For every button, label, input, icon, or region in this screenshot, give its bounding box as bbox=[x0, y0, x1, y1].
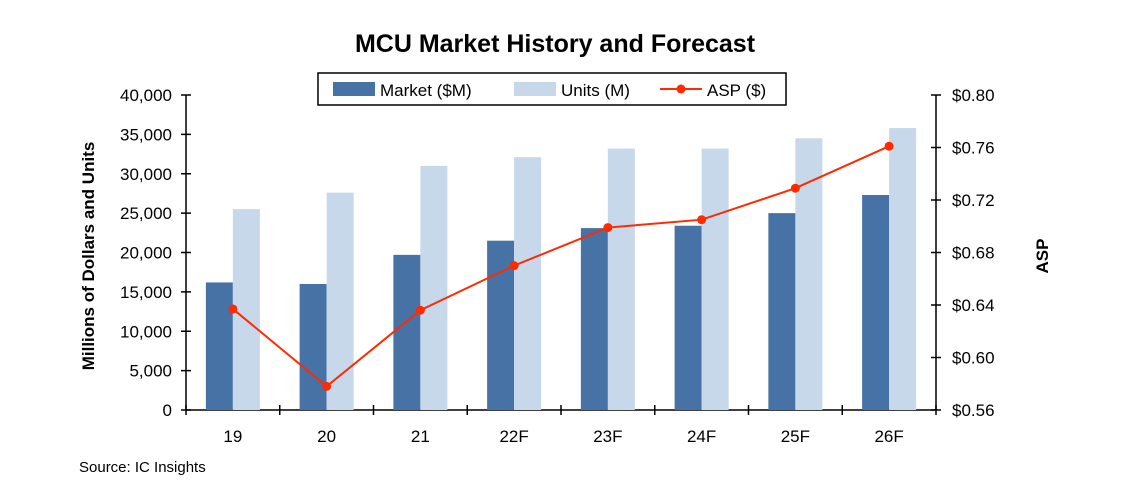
x-tick-label: 21 bbox=[411, 427, 430, 446]
legend-label-market: Market ($M) bbox=[380, 81, 472, 100]
asp-point bbox=[884, 141, 894, 151]
chart-bars bbox=[205, 128, 917, 411]
asp-point bbox=[509, 261, 519, 271]
x-tick-label: 20 bbox=[317, 427, 336, 446]
x-tick-label: 23F bbox=[593, 427, 622, 446]
legend-swatch-units bbox=[514, 82, 556, 96]
bar-market bbox=[393, 254, 421, 410]
y-tick-label: 35,000 bbox=[120, 125, 172, 144]
chart-source: Source: IC Insights bbox=[79, 459, 206, 476]
bar-units bbox=[795, 138, 823, 410]
y2-axis-label: ASP bbox=[1033, 239, 1052, 274]
bar-units bbox=[607, 148, 635, 411]
x-tick-label: 25F bbox=[781, 427, 810, 446]
legend-label-units: Units (M) bbox=[561, 81, 630, 100]
asp-point bbox=[322, 381, 332, 391]
y-tick-label: 15,000 bbox=[120, 283, 172, 302]
legend-swatch-asp-marker bbox=[676, 84, 686, 94]
chart-title: MCU Market History and Forecast bbox=[355, 30, 756, 58]
chart-legend: Market ($M) Units (M) ASP ($) bbox=[317, 72, 787, 106]
y2-tick-label: $0.56 bbox=[952, 401, 995, 420]
bar-market bbox=[580, 228, 608, 410]
bar-market bbox=[487, 240, 515, 410]
asp-point bbox=[228, 304, 238, 314]
y2-tick-label: $0.80 bbox=[952, 86, 995, 105]
y-tick-label: 25,000 bbox=[120, 204, 172, 223]
y-tick-label: 0 bbox=[163, 401, 172, 420]
y2-tick-label: $0.64 bbox=[952, 296, 995, 315]
bar-units bbox=[326, 192, 354, 410]
bar-market bbox=[205, 282, 233, 410]
chart-axes bbox=[181, 94, 941, 415]
y2-tick-label: $0.60 bbox=[952, 349, 995, 368]
asp-point bbox=[790, 183, 800, 193]
bar-units bbox=[514, 157, 542, 410]
legend-swatch-market bbox=[333, 82, 375, 96]
bar-units bbox=[701, 148, 729, 411]
bar-market bbox=[768, 213, 796, 410]
y-tick-label: 5,000 bbox=[129, 362, 172, 381]
x-tick-label: 26F bbox=[874, 427, 903, 446]
bar-units bbox=[420, 165, 448, 410]
chart-tick-labels: 40,000 35,000 30,000 25,000 20,000 15,000 10,0… bbox=[120, 86, 995, 446]
asp-point bbox=[603, 223, 613, 233]
x-tick-label: 22F bbox=[499, 427, 528, 446]
y-tick-label: 10,000 bbox=[120, 322, 172, 341]
asp-line bbox=[232, 145, 890, 388]
y-tick-label: 30,000 bbox=[120, 165, 172, 184]
y2-tick-label: $0.68 bbox=[952, 244, 995, 263]
bar-market bbox=[674, 225, 702, 410]
y-tick-label: 20,000 bbox=[120, 244, 172, 263]
bar-market bbox=[299, 284, 327, 410]
bar-units bbox=[889, 128, 917, 410]
x-tick-label: 19 bbox=[223, 427, 242, 446]
asp-point bbox=[415, 305, 425, 315]
asp-series bbox=[228, 141, 894, 391]
y2-tick-label: $0.72 bbox=[952, 191, 995, 210]
y2-tick-label: $0.76 bbox=[952, 139, 995, 158]
legend-label-asp: ASP ($) bbox=[707, 81, 766, 100]
bar-units bbox=[232, 209, 260, 410]
asp-point bbox=[697, 215, 707, 225]
x-tick-label: 24F bbox=[687, 427, 716, 446]
y-axis-label: Millions of Dollars and Units bbox=[79, 142, 98, 371]
y-tick-label: 40,000 bbox=[120, 86, 172, 105]
bar-market bbox=[862, 195, 890, 410]
